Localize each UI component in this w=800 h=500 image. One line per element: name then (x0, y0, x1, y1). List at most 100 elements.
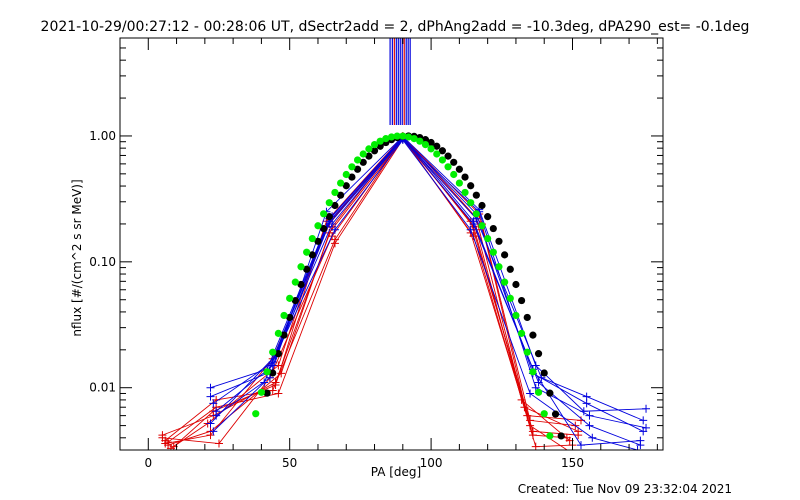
blue-plus-marker (639, 416, 648, 425)
black-fit-dot (489, 224, 497, 233)
black-fit-dot (263, 389, 271, 397)
black-fit-dot (512, 280, 520, 289)
series-line (215, 136, 641, 446)
blue-plus-marker (642, 404, 651, 413)
green-fit-dot (274, 329, 282, 337)
red-plus-marker (531, 442, 540, 450)
black-fit-dot (501, 251, 509, 259)
green-fit-dot (478, 222, 486, 230)
green-fit-dot (303, 248, 311, 256)
red-plus-marker (214, 439, 223, 448)
green-fit-dot (461, 188, 469, 197)
black-fit-dot (314, 237, 322, 245)
x-tick-label: 50 (282, 456, 297, 470)
green-fit-dot (365, 145, 373, 153)
green-fit-dot (257, 388, 266, 396)
black-fit-dot (517, 296, 526, 305)
green-fit-dot (512, 311, 520, 320)
y-tick-label: 0.01 (89, 381, 116, 395)
green-fit-dot (314, 222, 322, 230)
black-fit-dot (342, 182, 350, 190)
black-fit-dot (325, 213, 333, 221)
black-fit-dot (303, 265, 311, 273)
black-fit-dot (291, 296, 299, 305)
black-fit-dot (269, 369, 277, 377)
series-line (167, 138, 579, 443)
blue-plus-marker (582, 399, 591, 408)
green-fit-dot (540, 410, 548, 418)
black-fit-dot (353, 165, 362, 173)
x-axis-label: PA [deg] (371, 465, 421, 479)
series-line (213, 138, 641, 446)
green-fit-dot (387, 133, 396, 141)
blue-plus-marker (642, 423, 651, 432)
green-fit-dot (517, 329, 526, 337)
red-plus-marker (164, 438, 173, 447)
x-tick-label: 0 (144, 456, 152, 470)
blue-plus-marker (206, 419, 215, 428)
black-fit-dot (286, 313, 294, 322)
blue-plus-marker (576, 441, 585, 450)
black-fit-dot (557, 432, 565, 440)
series-line (210, 138, 647, 429)
black-fit-dot (546, 389, 554, 397)
red-plus-marker (274, 389, 283, 398)
red-plus-marker (528, 427, 537, 436)
blue-plus-marker (588, 433, 597, 442)
green-fit-dot (393, 132, 401, 140)
green-fit-dot (410, 135, 418, 143)
green-fit-dot (421, 141, 430, 149)
blue-plus-marker (582, 392, 591, 401)
y-tick-label: 1.00 (89, 129, 116, 143)
black-fit-dot (529, 331, 537, 339)
green-fit-dot (376, 137, 384, 145)
black-fit-dot (455, 165, 463, 173)
green-fit-dot (286, 294, 294, 302)
series-line (210, 136, 644, 432)
black-fit-dot (461, 173, 469, 181)
x-tick-label: 100 (420, 456, 443, 470)
black-fit-dot (421, 136, 430, 144)
green-fit-dot (308, 234, 316, 243)
green-fit-dot (455, 179, 463, 187)
black-fit-dot (274, 350, 282, 358)
green-fit-dot (501, 278, 509, 286)
red-plus-marker (268, 386, 277, 395)
blue-plus-marker (212, 407, 221, 416)
green-fit-dot (297, 263, 305, 271)
green-fit-dot (529, 368, 537, 376)
black-fit-dot (472, 191, 480, 199)
blue-plus-marker (469, 217, 478, 226)
green-fit-dot (331, 188, 339, 197)
series-line (170, 135, 582, 449)
green-fit-dot (342, 170, 350, 179)
blue-plus-marker (526, 389, 535, 398)
blue-plus-marker (633, 446, 642, 450)
green-fit-dot (353, 156, 362, 164)
black-fit-dot (444, 152, 452, 160)
green-fit-dot (534, 388, 543, 396)
plot-frame (119, 37, 664, 451)
black-fit-dot (427, 138, 435, 147)
green-fit-dot (450, 170, 458, 179)
green-fit-dot (399, 132, 407, 140)
green-fit-dot (359, 150, 367, 158)
green-fit-dot (438, 156, 447, 164)
black-fit-dot (359, 158, 367, 166)
blue-plus-marker (260, 378, 269, 387)
black-fit-dot (484, 213, 492, 221)
green-fit-dot (546, 432, 554, 440)
blue-plus-marker (209, 427, 218, 436)
plot-layer (158, 38, 651, 450)
black-fit-dot (478, 201, 486, 210)
green-fit-dot (325, 199, 333, 207)
red-plus-marker (271, 381, 280, 390)
green-fit-dot (263, 368, 271, 376)
black-fit-dot (551, 410, 560, 418)
black-fit-dot (348, 173, 356, 181)
green-fit-dot (506, 294, 514, 302)
green-fit-dot (472, 210, 480, 218)
black-fit-dot (280, 331, 288, 339)
blue-plus-marker (585, 421, 594, 430)
